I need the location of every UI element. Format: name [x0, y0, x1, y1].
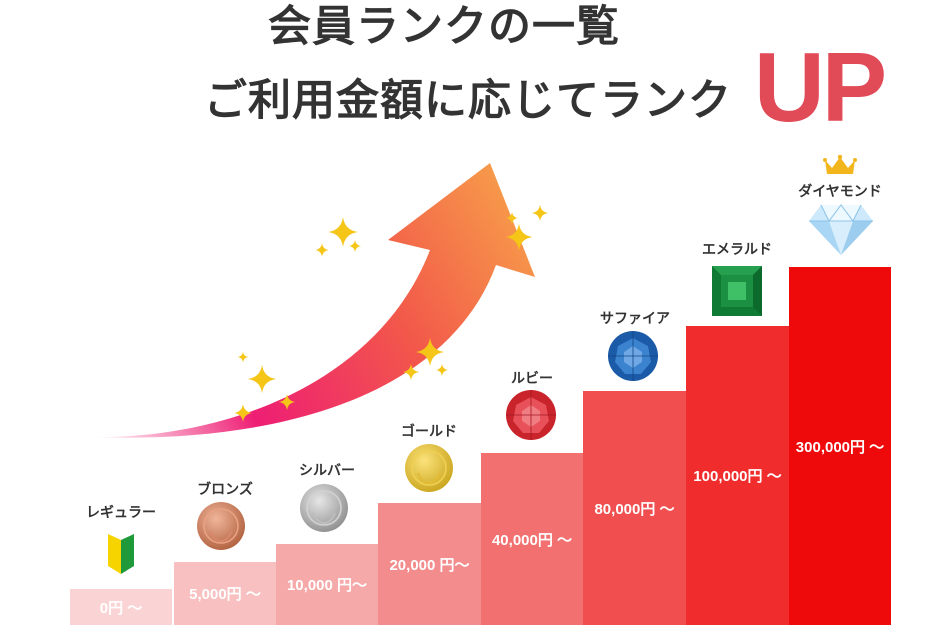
bronze-medal-icon: [197, 502, 245, 550]
rank-step-gold: 20,000 円〜: [378, 503, 481, 625]
up-text: UP: [754, 32, 887, 142]
rank-threshold-silver: 10,000 円〜: [286, 577, 368, 594]
rank-threshold-diamond: 300,000円 〜: [795, 438, 885, 456]
page-title: 会員ランクの一覧: [268, 2, 620, 52]
page-subtitle: ご利用金額に応じてランク: [204, 76, 732, 126]
sapphire-gem-icon: [608, 331, 658, 381]
diamond-gem-icon: [809, 204, 873, 255]
rank-name-gold: ゴールド: [401, 424, 457, 440]
rank-name-emerald: エメラルド: [702, 242, 772, 258]
rank-step-diamond: 300,000円 〜: [789, 267, 891, 625]
rank-step-sapphire: 80,000円 〜: [583, 391, 686, 625]
rank-name-sapphire: サファイア: [600, 311, 670, 327]
emerald-gem-icon: [712, 266, 762, 316]
rank-name-diamond: ダイヤモンド: [798, 184, 882, 200]
rank-name-silver: シルバー: [299, 463, 355, 479]
gold-medal-icon: [405, 444, 453, 492]
crown-icon: [823, 154, 857, 174]
rank-name-regular: レギュラー: [86, 505, 156, 521]
beginner-mark-icon: [108, 534, 134, 574]
rank-threshold-regular: 0円 〜: [99, 599, 143, 617]
rank-threshold-sapphire: 80,000円 〜: [594, 500, 675, 518]
rank-name-bronze: ブロンズ: [197, 482, 253, 498]
rank-step-regular: 0円 〜: [70, 589, 172, 625]
rank-threshold-ruby: 40,000円 〜: [491, 531, 573, 549]
rank-step-emerald: 100,000円 〜: [686, 326, 789, 625]
rank-threshold-bronze: 5,000円 〜: [189, 586, 261, 603]
silver-medal-icon: [300, 484, 348, 532]
rank-threshold-emerald: 100,000円 〜: [693, 468, 782, 485]
rank-step-ruby: 40,000円 〜: [481, 453, 583, 625]
rank-step-bronze: 5,000円 〜: [174, 562, 276, 625]
ruby-gem-icon: [506, 390, 556, 440]
sparkle-icon: [234, 204, 549, 422]
rank-step-silver: 10,000 円〜: [276, 544, 378, 625]
rank-threshold-gold: 20,000 円〜: [389, 556, 470, 574]
rank-name-ruby: ルビー: [511, 371, 553, 387]
